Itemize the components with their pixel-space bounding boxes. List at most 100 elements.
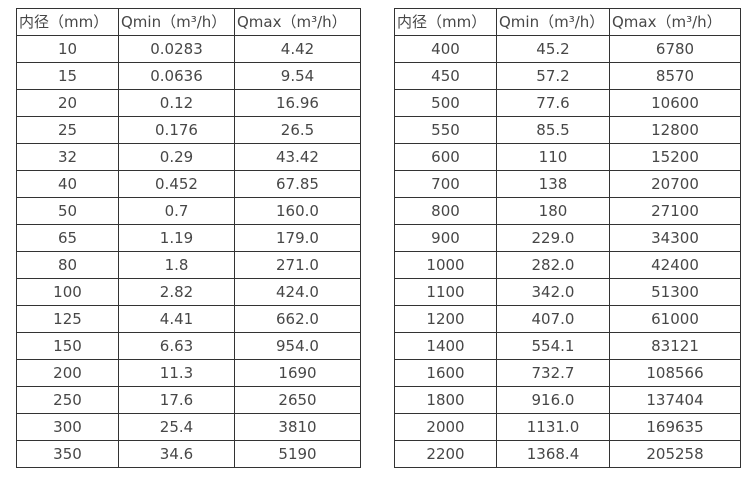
table-cell: 40 (16, 170, 119, 198)
table-cell: 424.0 (234, 278, 361, 306)
table-cell: 0.0636 (118, 62, 235, 90)
table-cell: 80 (16, 251, 119, 279)
table-row: 2200 1368.4 205258 (394, 440, 741, 468)
table-cell: 179.0 (234, 224, 361, 252)
table-row: 32 0.29 43.42 (16, 143, 361, 171)
table-cell: 27100 (609, 197, 741, 225)
table-cell: 229.0 (496, 224, 610, 252)
table-row: 550 85.5 12800 (394, 116, 741, 144)
table-cell: 2.82 (118, 278, 235, 306)
table-cell: 25 (16, 116, 119, 144)
table-cell: 2000 (394, 413, 497, 441)
column-header: Qmin（m³/h） (496, 8, 610, 36)
table-cell: 20700 (609, 170, 741, 198)
table-cell: 61000 (609, 305, 741, 333)
table-row: 50 0.7 160.0 (16, 197, 361, 225)
table-cell: 662.0 (234, 305, 361, 333)
table-cell: 450 (394, 62, 497, 90)
table-row: 15 0.0636 9.54 (16, 62, 361, 90)
table-cell: 15200 (609, 143, 741, 171)
table-cell: 65 (16, 224, 119, 252)
table-cell: 2200 (394, 440, 497, 468)
table-cell: 34.6 (118, 440, 235, 468)
table-row: 25 0.176 26.5 (16, 116, 361, 144)
table-cell: 138 (496, 170, 610, 198)
table-row: 1100 342.0 51300 (394, 278, 741, 306)
table-cell: 282.0 (496, 251, 610, 279)
flow-spec-tables: 内径（mm） Qmin（m³/h） Qmax（m³/h） 10 0.0283 4.42 1… (16, 8, 741, 468)
table-cell: 0.29 (118, 143, 235, 171)
table-cell: 700 (394, 170, 497, 198)
table-row: 125 4.41 662.0 (16, 305, 361, 333)
table-cell: 400 (394, 35, 497, 63)
table-row: 250 17.6 2650 (16, 386, 361, 414)
column-header: Qmax（m³/h） (609, 8, 741, 36)
table-body: 10 0.0283 4.42 15 0.0636 9.54 20 0.12 16.96 25 0.1… (16, 35, 361, 468)
column-header: 内径（mm） (16, 8, 119, 36)
table-cell: 180 (496, 197, 610, 225)
table-cell: 6.63 (118, 332, 235, 360)
table-row: 100 2.82 424.0 (16, 278, 361, 306)
table-cell: 10600 (609, 89, 741, 117)
table-cell: 0.176 (118, 116, 235, 144)
table-cell: 26.5 (234, 116, 361, 144)
table-row: 1800 916.0 137404 (394, 386, 741, 414)
table-row: 700 138 20700 (394, 170, 741, 198)
table-cell: 125 (16, 305, 119, 333)
table-cell: 2650 (234, 386, 361, 414)
table-cell: 732.7 (496, 359, 610, 387)
table-cell: 0.12 (118, 89, 235, 117)
table-cell: 16.96 (234, 89, 361, 117)
table-cell: 42400 (609, 251, 741, 279)
table-row: 500 77.6 10600 (394, 89, 741, 117)
table-cell: 85.5 (496, 116, 610, 144)
table-cell: 150 (16, 332, 119, 360)
table-cell: 169635 (609, 413, 741, 441)
table-cell: 205258 (609, 440, 741, 468)
table-cell: 12800 (609, 116, 741, 144)
table-row: 900 229.0 34300 (394, 224, 741, 252)
table-cell: 600 (394, 143, 497, 171)
table-cell: 25.4 (118, 413, 235, 441)
table-cell: 407.0 (496, 305, 610, 333)
table-cell: 108566 (609, 359, 741, 387)
table-cell: 67.85 (234, 170, 361, 198)
table-header: 内径（mm） Qmin（m³/h） Qmax（m³/h） (394, 8, 741, 36)
table-row: 80 1.8 271.0 (16, 251, 361, 279)
table-cell: 954.0 (234, 332, 361, 360)
table-cell: 6780 (609, 35, 741, 63)
table-row: 1600 732.7 108566 (394, 359, 741, 387)
table-row: 150 6.63 954.0 (16, 332, 361, 360)
table-cell: 51300 (609, 278, 741, 306)
table-row: 400 45.2 6780 (394, 35, 741, 63)
table-row: 450 57.2 8570 (394, 62, 741, 90)
table-cell: 110 (496, 143, 610, 171)
table-cell: 1800 (394, 386, 497, 414)
column-header: 内径（mm） (394, 8, 497, 36)
table-cell: 0.452 (118, 170, 235, 198)
table-cell: 1368.4 (496, 440, 610, 468)
table-cell: 900 (394, 224, 497, 252)
table-cell: 17.6 (118, 386, 235, 414)
table-cell: 137404 (609, 386, 741, 414)
table-cell: 250 (16, 386, 119, 414)
table-row: 300 25.4 3810 (16, 413, 361, 441)
table-cell: 77.6 (496, 89, 610, 117)
table-cell: 32 (16, 143, 119, 171)
table-cell: 57.2 (496, 62, 610, 90)
table-cell: 4.41 (118, 305, 235, 333)
table-row: 40 0.452 67.85 (16, 170, 361, 198)
table-row: 20 0.12 16.96 (16, 89, 361, 117)
table-row: 800 180 27100 (394, 197, 741, 225)
table-cell: 100 (16, 278, 119, 306)
table-cell: 916.0 (496, 386, 610, 414)
table-body: 400 45.2 6780 450 57.2 8570 500 77.6 10600 550 85.… (394, 35, 741, 468)
table-cell: 83121 (609, 332, 741, 360)
table-row: 1000 282.0 42400 (394, 251, 741, 279)
table-cell: 500 (394, 89, 497, 117)
flow-table-small-diameters: 内径（mm） Qmin（m³/h） Qmax（m³/h） 10 0.0283 4.42 1… (16, 8, 361, 468)
column-header: Qmax（m³/h） (234, 8, 361, 36)
table-cell: 1.19 (118, 224, 235, 252)
table-row: 2000 1131.0 169635 (394, 413, 741, 441)
table-row: 350 34.6 5190 (16, 440, 361, 468)
